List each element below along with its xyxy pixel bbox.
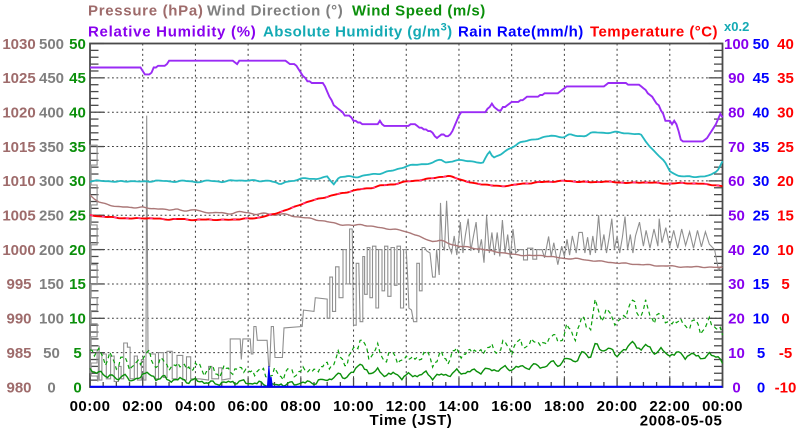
- svg-text:5: 5: [781, 276, 789, 293]
- svg-text:06:00: 06:00: [228, 398, 269, 415]
- svg-text:5: 5: [73, 345, 81, 362]
- svg-text:Pressure (hPa): Pressure (hPa): [88, 3, 204, 20]
- svg-text:40: 40: [728, 242, 745, 259]
- svg-text:50: 50: [69, 36, 86, 53]
- svg-text:30: 30: [777, 105, 794, 122]
- svg-text:40: 40: [69, 105, 86, 122]
- svg-text:980: 980: [6, 379, 31, 396]
- svg-text:350: 350: [39, 139, 64, 156]
- svg-text:100: 100: [724, 36, 749, 53]
- svg-text:Rain Rate(mm/h): Rain Rate(mm/h): [458, 23, 584, 40]
- svg-text:250: 250: [39, 208, 64, 225]
- svg-text:Time (JST): Time (JST): [370, 412, 453, 429]
- svg-text:00:00: 00:00: [702, 398, 743, 415]
- svg-text:1005: 1005: [2, 208, 35, 225]
- svg-text:70: 70: [728, 139, 745, 156]
- svg-text:12:00: 12:00: [386, 398, 427, 415]
- svg-text:40: 40: [753, 105, 770, 122]
- svg-text:10: 10: [69, 311, 86, 328]
- svg-text:990: 990: [6, 311, 31, 328]
- svg-text:20: 20: [777, 173, 794, 190]
- svg-text:50: 50: [43, 345, 60, 362]
- svg-text:35: 35: [69, 139, 86, 156]
- svg-text:15: 15: [69, 276, 86, 293]
- svg-text:30: 30: [728, 276, 745, 293]
- svg-text:500: 500: [39, 36, 64, 53]
- svg-text:0: 0: [73, 379, 81, 396]
- svg-text:30: 30: [69, 173, 86, 190]
- svg-text:45: 45: [753, 70, 770, 87]
- svg-text:0: 0: [47, 379, 55, 396]
- svg-text:35: 35: [777, 70, 794, 87]
- svg-text:1030: 1030: [2, 36, 35, 53]
- svg-text:100: 100: [39, 311, 64, 328]
- svg-text:15: 15: [777, 208, 794, 225]
- svg-text:20: 20: [753, 242, 770, 259]
- svg-text:Wind Speed (m/s): Wind Speed (m/s): [352, 3, 486, 20]
- svg-text:150: 150: [39, 276, 64, 293]
- svg-text:5: 5: [757, 345, 765, 362]
- svg-text:Temperature (°C): Temperature (°C): [590, 23, 718, 40]
- svg-text:1020: 1020: [2, 105, 35, 122]
- svg-text:16:00: 16:00: [491, 398, 532, 415]
- svg-text:90: 90: [728, 70, 745, 87]
- svg-text:-5: -5: [779, 345, 792, 362]
- svg-text:10: 10: [753, 311, 770, 328]
- svg-text:0: 0: [781, 311, 789, 328]
- svg-text:00:00: 00:00: [70, 398, 111, 415]
- svg-text:60: 60: [728, 173, 745, 190]
- svg-text:x0.2: x0.2: [724, 19, 749, 34]
- svg-text:0: 0: [757, 379, 765, 396]
- svg-text:20:00: 20:00: [597, 398, 638, 415]
- svg-text:22:00: 22:00: [649, 398, 690, 415]
- svg-text:20: 20: [69, 242, 86, 259]
- svg-text:45: 45: [69, 70, 86, 87]
- svg-text:15: 15: [753, 276, 770, 293]
- svg-text:50: 50: [753, 36, 770, 53]
- svg-text:2008-05-05: 2008-05-05: [640, 413, 723, 430]
- svg-text:200: 200: [39, 242, 64, 259]
- svg-text:35: 35: [753, 139, 770, 156]
- svg-text:400: 400: [39, 105, 64, 122]
- svg-text:Wind Direction (°): Wind Direction (°): [207, 3, 343, 20]
- svg-text:995: 995: [6, 276, 31, 293]
- svg-text:10: 10: [728, 345, 745, 362]
- svg-text:300: 300: [39, 173, 64, 190]
- svg-text:14:00: 14:00: [439, 398, 480, 415]
- svg-text:0: 0: [732, 379, 740, 396]
- svg-text:18:00: 18:00: [544, 398, 585, 415]
- svg-text:80: 80: [728, 105, 745, 122]
- svg-text:1000: 1000: [2, 242, 35, 259]
- svg-text:02:00: 02:00: [122, 398, 163, 415]
- svg-text:04:00: 04:00: [175, 398, 216, 415]
- svg-text:985: 985: [6, 345, 31, 362]
- svg-text:10: 10: [777, 242, 794, 259]
- svg-text:1025: 1025: [2, 70, 35, 87]
- svg-text:25: 25: [777, 139, 794, 156]
- svg-text:08:00: 08:00: [280, 398, 321, 415]
- svg-text:25: 25: [69, 208, 86, 225]
- svg-text:1010: 1010: [2, 173, 35, 190]
- svg-text:40: 40: [777, 36, 794, 53]
- svg-text:10:00: 10:00: [333, 398, 374, 415]
- svg-text:20: 20: [728, 311, 745, 328]
- svg-text:30: 30: [753, 173, 770, 190]
- svg-text:50: 50: [728, 208, 745, 225]
- svg-text:450: 450: [39, 70, 64, 87]
- svg-text:1015: 1015: [2, 139, 35, 156]
- svg-text:25: 25: [753, 208, 770, 225]
- svg-text:Absolute Humidity (g/m3): Absolute Humidity (g/m3): [263, 21, 453, 40]
- svg-text:Relative Humidity (%): Relative Humidity (%): [88, 23, 256, 40]
- svg-text:-10: -10: [775, 379, 797, 396]
